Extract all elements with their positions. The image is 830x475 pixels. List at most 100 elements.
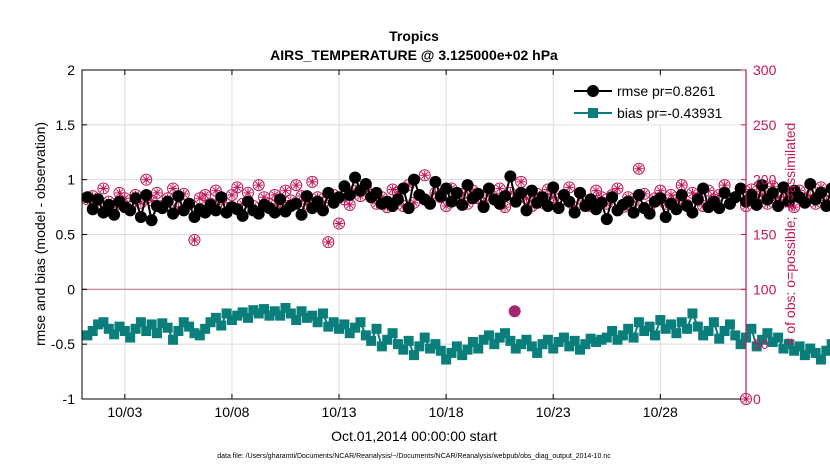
rmse-point xyxy=(242,195,254,208)
rmse-point xyxy=(108,208,121,221)
rmse-point xyxy=(482,182,495,195)
series-1 xyxy=(82,302,830,365)
bias-point xyxy=(398,344,409,355)
bias-point xyxy=(687,308,698,319)
bias-point xyxy=(328,317,339,328)
bias-point xyxy=(564,341,575,352)
obs-assimilated-point xyxy=(430,188,440,198)
bias-point xyxy=(232,310,243,321)
bias-point xyxy=(216,320,227,331)
bias-point xyxy=(778,343,789,354)
bias-point xyxy=(141,326,152,337)
bias-point xyxy=(617,330,628,341)
rmse-point xyxy=(183,197,196,210)
rmse-point xyxy=(161,195,174,208)
bias-point xyxy=(708,317,719,328)
bias-point xyxy=(724,319,735,330)
obs-possible-point xyxy=(252,179,265,192)
bias-point xyxy=(639,326,650,337)
obs-assimilated-point xyxy=(227,190,237,200)
rmse-point xyxy=(124,204,137,217)
x-tick-label-3: 10/18 xyxy=(429,404,464,420)
obs-assimilated-point xyxy=(548,192,558,202)
bias-point xyxy=(371,323,382,334)
rmse-point xyxy=(691,193,704,206)
obs-assimilated-point xyxy=(259,192,269,202)
rmse-point xyxy=(814,186,827,199)
bias-point xyxy=(264,310,275,321)
bias-point xyxy=(82,330,93,341)
obs-assimilated-point xyxy=(789,202,799,212)
rmse-point xyxy=(477,201,490,214)
bias-point xyxy=(569,335,580,346)
rmse-point xyxy=(215,191,228,204)
obs-assimilated-point xyxy=(291,180,301,190)
rmse-point xyxy=(343,189,356,202)
series-0 xyxy=(81,170,830,227)
bias-point xyxy=(98,317,109,328)
bias-point xyxy=(815,354,826,365)
obs-assimilated-point xyxy=(521,193,531,203)
obs-assimilated-point xyxy=(532,189,542,199)
rmse-point xyxy=(209,204,222,217)
obs-possible-point xyxy=(231,181,244,194)
obs-assimilated-point xyxy=(254,180,264,190)
obs-possible-point xyxy=(322,236,335,249)
obs-possible-point xyxy=(140,173,153,186)
rmse-point xyxy=(606,191,619,204)
bias-point xyxy=(366,335,377,346)
rmse-point xyxy=(145,214,158,227)
obs-assimilated-point xyxy=(564,182,574,192)
obs-assimilated-point xyxy=(404,180,414,190)
rmse-point xyxy=(134,210,147,223)
rmse-point xyxy=(370,186,383,199)
bias-point xyxy=(237,307,248,318)
rmse-point xyxy=(509,195,522,208)
y-left-tick-label-3: 0.5 xyxy=(56,227,76,243)
rmse-point xyxy=(568,206,581,219)
rmse-point xyxy=(140,189,153,202)
bias-point xyxy=(93,319,104,330)
bias-point xyxy=(87,326,98,337)
bias-point xyxy=(580,339,591,350)
obs-assimilated-point xyxy=(280,186,290,196)
obs-assimilated-point xyxy=(687,188,697,198)
bias-point xyxy=(146,319,157,330)
bias-point xyxy=(301,312,312,323)
obs-assimilated-point xyxy=(666,190,676,200)
bias-point xyxy=(259,304,270,315)
bias-point xyxy=(103,323,114,334)
bias-point xyxy=(178,317,189,328)
rmse-point xyxy=(300,190,313,203)
obs-assimilated-point xyxy=(388,185,398,195)
rmse-point xyxy=(92,193,105,206)
bias-point xyxy=(344,328,355,339)
obs-assimilated-point xyxy=(773,192,783,202)
rmse-point xyxy=(595,196,608,209)
obs-assimilated-point xyxy=(784,189,794,199)
rmse-point xyxy=(391,193,404,206)
bias-point xyxy=(135,317,146,328)
rmse-point xyxy=(782,195,795,208)
y-axis-right-ticks: 0 50 100 150 200 250 300 xyxy=(741,62,777,407)
rmse-point xyxy=(349,171,362,184)
series-layer xyxy=(81,162,830,405)
obs-assimilated-point xyxy=(147,196,157,206)
obs-assimilated-point xyxy=(516,177,526,187)
bias-point xyxy=(119,326,130,337)
rmse-point xyxy=(804,178,817,191)
rmse-point xyxy=(472,187,485,200)
obs-possible-point xyxy=(188,233,201,246)
rmse-point xyxy=(734,182,747,195)
obs-assimilated-point xyxy=(377,192,387,202)
rmse-point xyxy=(713,202,726,215)
bias-point xyxy=(125,332,136,343)
bias-point xyxy=(633,317,644,328)
y-left-tick-label-0: -1 xyxy=(63,391,76,407)
obs-possible-point xyxy=(333,217,346,230)
obs-assimilated-point xyxy=(141,175,151,185)
y-left-tick-label-5: 1.5 xyxy=(56,117,76,133)
rmse-point xyxy=(456,198,469,211)
rmse-point xyxy=(338,180,351,193)
rmse-point xyxy=(397,182,410,195)
